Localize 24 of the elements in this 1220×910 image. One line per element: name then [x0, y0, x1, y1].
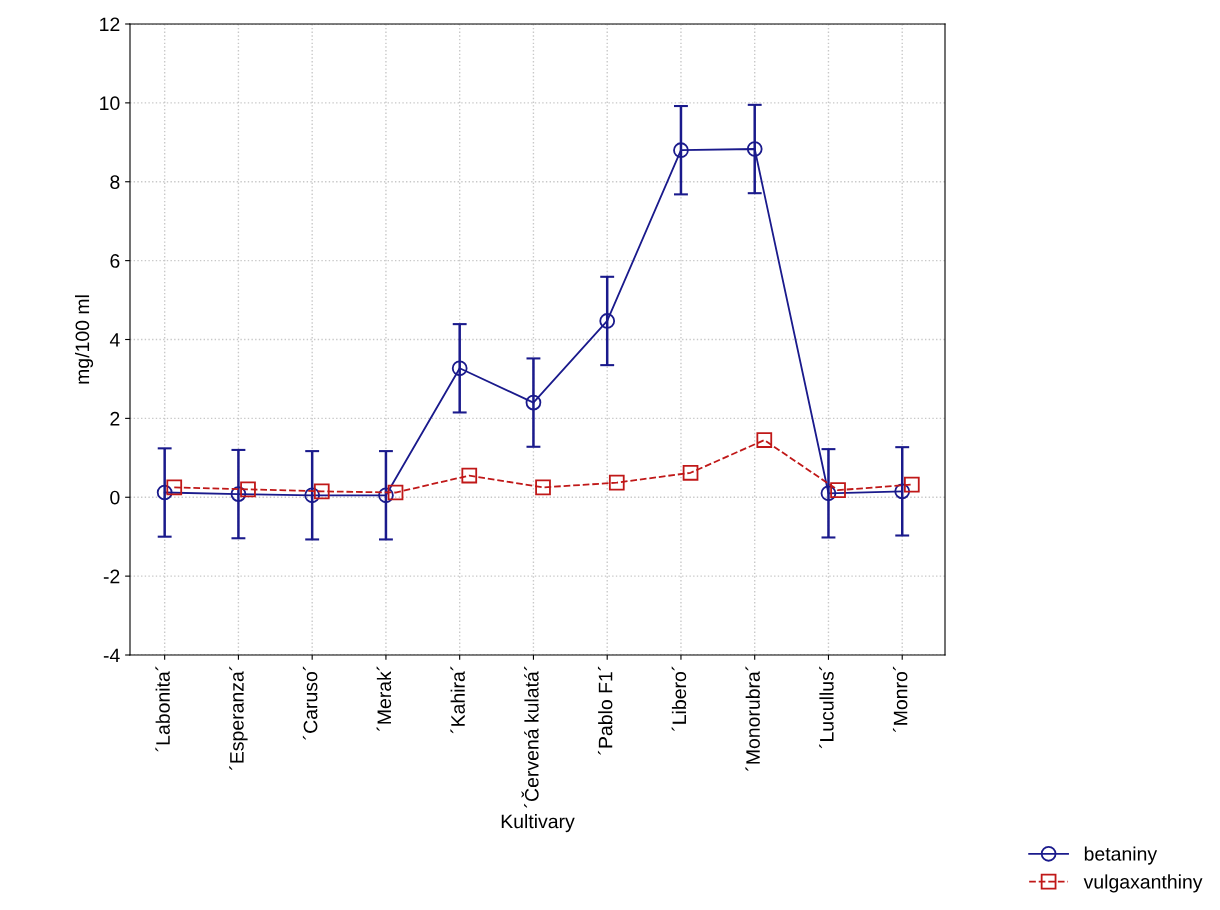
y-tick-label: -4 [103, 648, 120, 663]
y-tick-label: 10 [100, 96, 120, 111]
x-tick-label: ´Libero´ [671, 666, 687, 732]
x-tick-label: ´Merak´ [376, 666, 392, 732]
y-tick-label: 4 [109, 333, 120, 347]
legend-label: betaniny [1084, 846, 1158, 865]
x-tick-label: ´Červená kulatá´ [521, 666, 539, 808]
x-tick-label: ´Labonita´ [155, 666, 170, 752]
x-tick-label: ´Pablo F1´ [597, 666, 613, 755]
y-tick-label: 6 [110, 254, 120, 268]
y-axis-title: mg/100 ml [74, 295, 94, 384]
y-tick-label: 2 [110, 411, 120, 426]
x-axis-title: Kultivary [501, 814, 575, 833]
x-tick-label: ´Caruso´ [302, 666, 318, 740]
legend-label: vulgaxanthiny [1083, 874, 1203, 893]
x-tick-label: ´Kahira´ [450, 666, 465, 734]
y-tick-label: 0 [110, 490, 120, 505]
x-tick-label: ´Monorubra´ [745, 666, 760, 772]
x-tick-label: ´Monro´ [892, 666, 908, 733]
x-tick-label: ´Esperanza´ [229, 666, 248, 770]
x-tick-label: ´Lucullus´ [819, 666, 834, 749]
y-tick-label: 8 [110, 175, 120, 189]
y-tick-label: 12 [100, 17, 120, 32]
y-tick-label: -2 [103, 569, 120, 584]
